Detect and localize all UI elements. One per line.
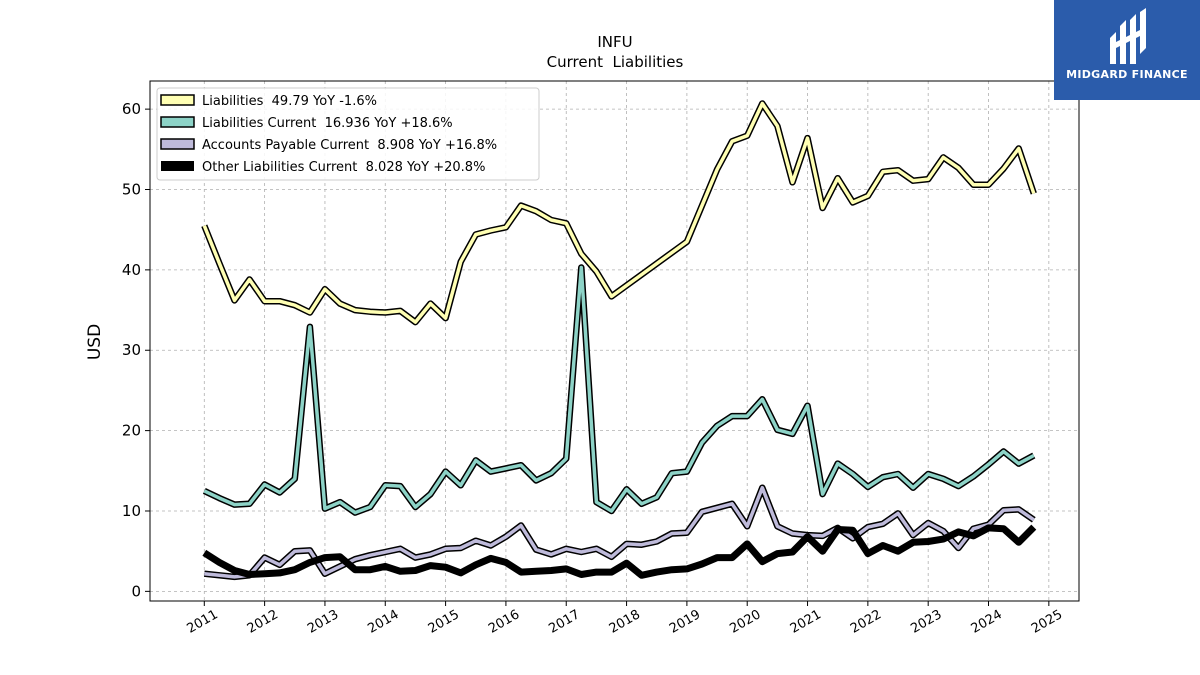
legend-swatch — [160, 138, 195, 150]
x-tick-label: 2017 — [546, 607, 582, 637]
y-tick-label: 40 — [122, 261, 141, 279]
x-tick-label: 2014 — [365, 607, 401, 637]
y-axis-label: USD — [85, 324, 105, 360]
x-tick-label: 2022 — [848, 607, 884, 637]
legend-swatch — [160, 94, 195, 106]
x-tick-label: 2013 — [305, 607, 341, 637]
x-tick-label: 2016 — [486, 607, 522, 637]
legend-label: Accounts Payable Current 8.908 YoY +16.8… — [202, 138, 497, 153]
chart-subtitle: Current Liabilities — [547, 53, 684, 71]
chart-title: INFU — [597, 33, 632, 51]
x-tick-label: 2020 — [727, 607, 763, 637]
legend: Liabilities 49.79 YoY -1.6% Liabilities C… — [156, 87, 540, 181]
brand-logo: MIDGARD FINANCE — [1054, 0, 1200, 100]
series-outline — [202, 264, 1036, 516]
x-tick-label: 2012 — [245, 607, 281, 637]
grid — [150, 81, 1079, 601]
y-tick-label: 60 — [122, 100, 141, 118]
y-tick-label: 30 — [122, 341, 141, 359]
legend-label: Liabilities 49.79 YoY -1.6% — [202, 94, 377, 109]
logo-text: MIDGARD FINANCE — [1066, 68, 1188, 81]
series-line — [203, 265, 1035, 515]
legend-box — [156, 87, 540, 181]
legend-label: Liabilities Current 16.936 YoY +18.6% — [202, 116, 453, 131]
x-tick-label: 2021 — [788, 607, 824, 637]
legend-swatch — [161, 161, 194, 171]
x-tick-label: 2024 — [969, 607, 1005, 637]
series-line — [202, 524, 1037, 579]
x-tick-label: 2025 — [1029, 607, 1065, 637]
plot-frame — [149, 80, 1080, 602]
legend-swatch — [160, 116, 195, 128]
x-tick-label: 2018 — [607, 607, 643, 637]
series-lines — [201, 100, 1037, 581]
logo-mark-icon — [1110, 8, 1146, 64]
series-line — [204, 485, 1035, 579]
x-tick-label: 2019 — [667, 607, 703, 637]
y-tick-label: 10 — [122, 502, 141, 520]
x-tick-label: 2015 — [426, 607, 462, 637]
x-tick-label: 2011 — [184, 607, 220, 637]
x-tick-label: 2023 — [908, 607, 944, 637]
y-tick-label: 0 — [131, 582, 141, 600]
legend-label: Other Liabilities Current 8.028 YoY +20.… — [202, 160, 485, 175]
series-line — [202, 101, 1036, 324]
y-tick-label: 50 — [122, 181, 141, 199]
y-tick-label: 20 — [122, 422, 141, 440]
